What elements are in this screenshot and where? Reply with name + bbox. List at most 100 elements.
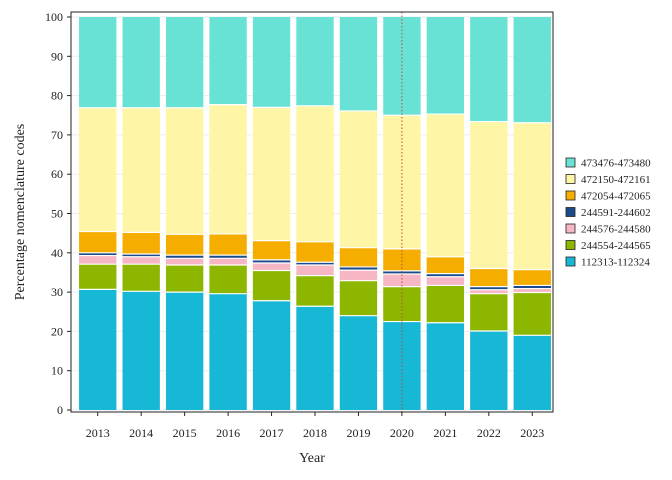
bar-segment [209, 104, 247, 234]
legend-swatch [565, 190, 576, 201]
plot-area [70, 11, 554, 413]
y-tick-label: 70 [51, 128, 63, 142]
bar-segment [426, 276, 465, 286]
legend-swatch [565, 207, 576, 217]
bar-segment [252, 240, 291, 260]
legend-swatch [565, 256, 576, 267]
legend-label: 112313-112324 [581, 257, 650, 269]
legend-swatch [565, 223, 576, 234]
legend: 473476-473480 472150-472161 472054-472065 2… [565, 157, 651, 269]
x-tick-label: 2021 [433, 426, 457, 440]
bar-segment [79, 17, 117, 108]
y-tick-label: 50 [51, 207, 63, 221]
legend-swatch [565, 157, 576, 168]
bar-segment [209, 17, 247, 105]
bar-segment [426, 322, 465, 410]
bar-segment [426, 285, 465, 323]
bar-segment [470, 289, 508, 294]
x-tick-label: 2016 [216, 426, 240, 440]
bar-segment [470, 286, 508, 290]
y-tick-label: 80 [51, 89, 63, 103]
bar-segment [252, 270, 291, 301]
bar-segment [426, 17, 465, 115]
bar-segment [513, 288, 551, 293]
bar-segment [296, 241, 334, 263]
y-tick-label: 100 [45, 10, 63, 24]
bar-segment [165, 17, 204, 108]
bar-segment [513, 285, 551, 289]
bar-segment [209, 264, 247, 294]
x-axis: 2013 2014 2015 2016 2017 2018 2019 2020 2021 2022… [86, 412, 544, 440]
bar-segment [383, 274, 421, 287]
legend-label: 473476-473480 [581, 158, 651, 170]
y-tick-label: 60 [51, 167, 63, 181]
bar-segment [79, 231, 117, 253]
bar-segment [296, 264, 334, 276]
bar-segment [165, 264, 204, 293]
bar-segment [470, 331, 508, 410]
bar-segment [296, 306, 334, 410]
legend-label: 244554-244565 [581, 240, 651, 252]
bar-segment [296, 275, 334, 307]
x-tick-label: 2020 [390, 426, 414, 440]
bar-segment [339, 247, 378, 267]
bar-segment [339, 270, 378, 281]
bar-segment [513, 292, 551, 336]
bar-segment [165, 258, 204, 265]
bar-segment [122, 232, 160, 254]
bar-segment [209, 258, 247, 265]
bar-segment [426, 114, 465, 257]
x-tick-label: 2023 [520, 426, 544, 440]
bar-segment [470, 17, 508, 122]
y-axis: 0 10 20 30 40 50 60 70 80 90 100 [45, 10, 71, 417]
legend-swatch [565, 240, 576, 250]
x-tick-label: 2017 [260, 426, 284, 440]
bar-segment [122, 107, 160, 233]
bar-segment [209, 233, 247, 256]
bar-segment [122, 291, 160, 410]
bar-segment [209, 255, 247, 259]
bar-segment [426, 256, 465, 274]
bar-segment [470, 293, 508, 332]
y-tick-label: 30 [51, 285, 63, 299]
bar-segment [209, 293, 247, 410]
bar-segment [296, 105, 334, 242]
bar-segment [79, 107, 117, 232]
bar-segment [383, 286, 421, 322]
y-tick-label: 10 [51, 364, 63, 378]
bar-segment [339, 280, 378, 316]
bar-segment [252, 17, 291, 108]
plot-frame [70, 11, 554, 413]
bar-segment [339, 17, 378, 111]
bar-segment [122, 256, 160, 265]
bar-segment [79, 289, 117, 410]
legend-label: 244591-244602 [581, 207, 651, 219]
legend-label: 244576-244580 [581, 224, 651, 236]
bar-segment [79, 255, 117, 265]
x-tick-label: 2018 [303, 426, 327, 440]
x-tick-label: 2013 [86, 426, 110, 440]
y-axis-title: Percentage nomenclature codes [13, 124, 28, 300]
bar-segment [165, 107, 204, 235]
x-tick-label: 2015 [173, 426, 197, 440]
x-axis-title: Year [299, 451, 325, 466]
legend-label: 472054-472065 [581, 191, 651, 203]
bar-segment [339, 110, 378, 248]
bar-segment [513, 335, 551, 410]
bar-segment [339, 266, 378, 271]
bar-segment [513, 269, 551, 286]
bar-segment [470, 121, 508, 269]
bar-segment [296, 17, 334, 106]
bar-segment [252, 263, 291, 271]
bar-segment [513, 122, 551, 270]
x-tick-label: 2014 [129, 426, 153, 440]
bar-segment [296, 262, 334, 265]
x-tick-label: 2019 [346, 426, 370, 440]
bar-segment [252, 300, 291, 410]
bar-segment [513, 17, 551, 123]
bar-segment [165, 234, 204, 256]
bar-segment [383, 248, 421, 271]
bar-segment [122, 17, 160, 108]
bar-segment [79, 252, 117, 256]
